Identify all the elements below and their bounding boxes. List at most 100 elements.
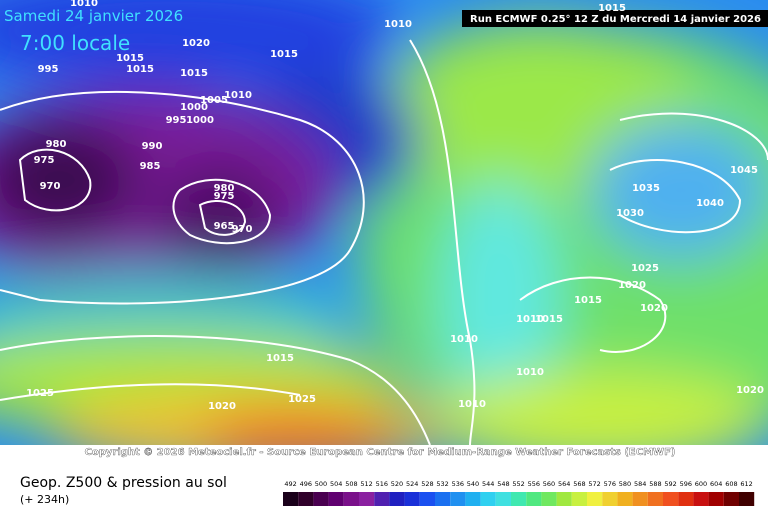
isobar-label: 1015 bbox=[535, 314, 563, 325]
isobar-label: 1020 bbox=[736, 385, 764, 396]
scale-swatch bbox=[632, 492, 648, 506]
scale-label: 548 bbox=[497, 480, 509, 488]
scale-swatch bbox=[465, 492, 481, 506]
isobar-label: 1020 bbox=[182, 38, 210, 49]
scale-swatch bbox=[663, 492, 679, 506]
scale-swatch bbox=[708, 492, 724, 506]
isobar-label: 1030 bbox=[616, 208, 644, 219]
scale-label: 528 bbox=[421, 480, 433, 488]
isobar-label: 1020 bbox=[640, 303, 668, 314]
scale-label: 596 bbox=[680, 480, 692, 488]
isobar-label: 975 bbox=[214, 191, 235, 202]
scale-swatch bbox=[419, 492, 435, 506]
isobar-label: 1010 bbox=[224, 90, 252, 101]
isobar-label: 1040 bbox=[696, 198, 724, 209]
isobar-label: 1010 bbox=[458, 399, 486, 410]
scale-label: 544 bbox=[482, 480, 494, 488]
isobar-label: 1020 bbox=[618, 280, 646, 291]
isobar-label: 1015 bbox=[126, 64, 154, 75]
isobar-label: 1015 bbox=[116, 53, 144, 64]
scale-swatch bbox=[374, 492, 390, 506]
scale-label: 520 bbox=[391, 480, 403, 488]
scale-label: 604 bbox=[710, 480, 722, 488]
scale-label: 572 bbox=[588, 480, 600, 488]
scale-label: 516 bbox=[376, 480, 388, 488]
isobar-label: 1010 bbox=[516, 367, 544, 378]
scale-label: 560 bbox=[543, 480, 555, 488]
scale-swatch bbox=[556, 492, 572, 506]
isobar-label: 1010 bbox=[450, 334, 478, 345]
scale-swatch bbox=[571, 492, 587, 506]
isobar-label: 1000 bbox=[186, 115, 214, 126]
scale-swatch bbox=[617, 492, 633, 506]
scale-label: 536 bbox=[452, 480, 464, 488]
scale-swatch bbox=[450, 492, 466, 506]
scale-label: 568 bbox=[573, 480, 585, 488]
scale-swatch bbox=[678, 492, 694, 506]
scale-label: 540 bbox=[467, 480, 479, 488]
scale-swatch bbox=[404, 492, 420, 506]
map-field bbox=[0, 0, 768, 445]
color-scale: 492 496 500 504 508 512 516 520 524 528 532 536 540 5… bbox=[283, 480, 755, 506]
isobar-label: 1010 bbox=[384, 19, 412, 30]
scale-label: 524 bbox=[406, 480, 418, 488]
scale-swatch bbox=[495, 492, 511, 506]
scale-label: 592 bbox=[664, 480, 676, 488]
scale-label: 552 bbox=[512, 480, 524, 488]
isobar-label: 1015 bbox=[266, 353, 294, 364]
scale-label: 496 bbox=[300, 480, 312, 488]
isobar-label: 995 bbox=[38, 64, 59, 75]
scale-label: 612 bbox=[740, 480, 752, 488]
scale-label: 576 bbox=[604, 480, 616, 488]
isobar-label: 1015 bbox=[270, 49, 298, 60]
scale-swatch bbox=[511, 492, 527, 506]
scale-label: 532 bbox=[436, 480, 448, 488]
scale-label: 500 bbox=[315, 480, 327, 488]
isobar-label: 1025 bbox=[288, 394, 316, 405]
scale-swatch bbox=[693, 492, 709, 506]
scale-label: 580 bbox=[619, 480, 631, 488]
scale-swatch bbox=[739, 492, 755, 506]
date-text: Samedi 24 janvier 2026 bbox=[4, 7, 183, 25]
scale-swatch bbox=[313, 492, 329, 506]
scale-swatch bbox=[359, 492, 375, 506]
isobar-label: 970 bbox=[232, 224, 253, 235]
scale-swatch bbox=[435, 492, 451, 506]
footer-title: Geop. Z500 & pression au sol bbox=[20, 475, 227, 491]
scale-swatch bbox=[480, 492, 496, 506]
scale-swatch bbox=[723, 492, 739, 506]
isobar-label: 1000 bbox=[180, 102, 208, 113]
scale-swatch bbox=[541, 492, 557, 506]
isobar-label: 995 bbox=[166, 115, 187, 126]
run-text: Run ECMWF 0.25° 12 Z du Mercredi 14 janv… bbox=[470, 14, 761, 25]
isobar-label: 1035 bbox=[632, 183, 660, 194]
scale-swatch bbox=[389, 492, 405, 506]
scale-label: 584 bbox=[634, 480, 646, 488]
isobar-label: 990 bbox=[142, 141, 163, 152]
isobar-label: 965 bbox=[214, 221, 235, 232]
copyright: Copyright © 2026 Meteociel.fr - Source E… bbox=[85, 447, 676, 458]
scale-label: 492 bbox=[284, 480, 296, 488]
scale-label: 588 bbox=[649, 480, 661, 488]
scale-label: 508 bbox=[345, 480, 357, 488]
isobar-label: 1045 bbox=[730, 165, 758, 176]
isobar-label: 1005 bbox=[200, 95, 228, 106]
time-text: 7:00 locale bbox=[20, 31, 130, 55]
scale-label: 504 bbox=[330, 480, 342, 488]
isobar-label: 970 bbox=[40, 181, 61, 192]
scale-swatch bbox=[587, 492, 603, 506]
isobar-label: 1025 bbox=[26, 388, 54, 399]
isobar-label: 1015 bbox=[598, 3, 626, 14]
isobar-label: 975 bbox=[34, 155, 55, 166]
scale-swatch bbox=[647, 492, 663, 506]
isobar-label: 980 bbox=[214, 183, 235, 194]
lead-time: (+ 234h) bbox=[20, 493, 69, 506]
scale-swatch bbox=[602, 492, 618, 506]
scale-label: 556 bbox=[528, 480, 540, 488]
scale-label: 608 bbox=[725, 480, 737, 488]
scale-swatch bbox=[328, 492, 344, 506]
isobar-label: 985 bbox=[140, 161, 161, 172]
